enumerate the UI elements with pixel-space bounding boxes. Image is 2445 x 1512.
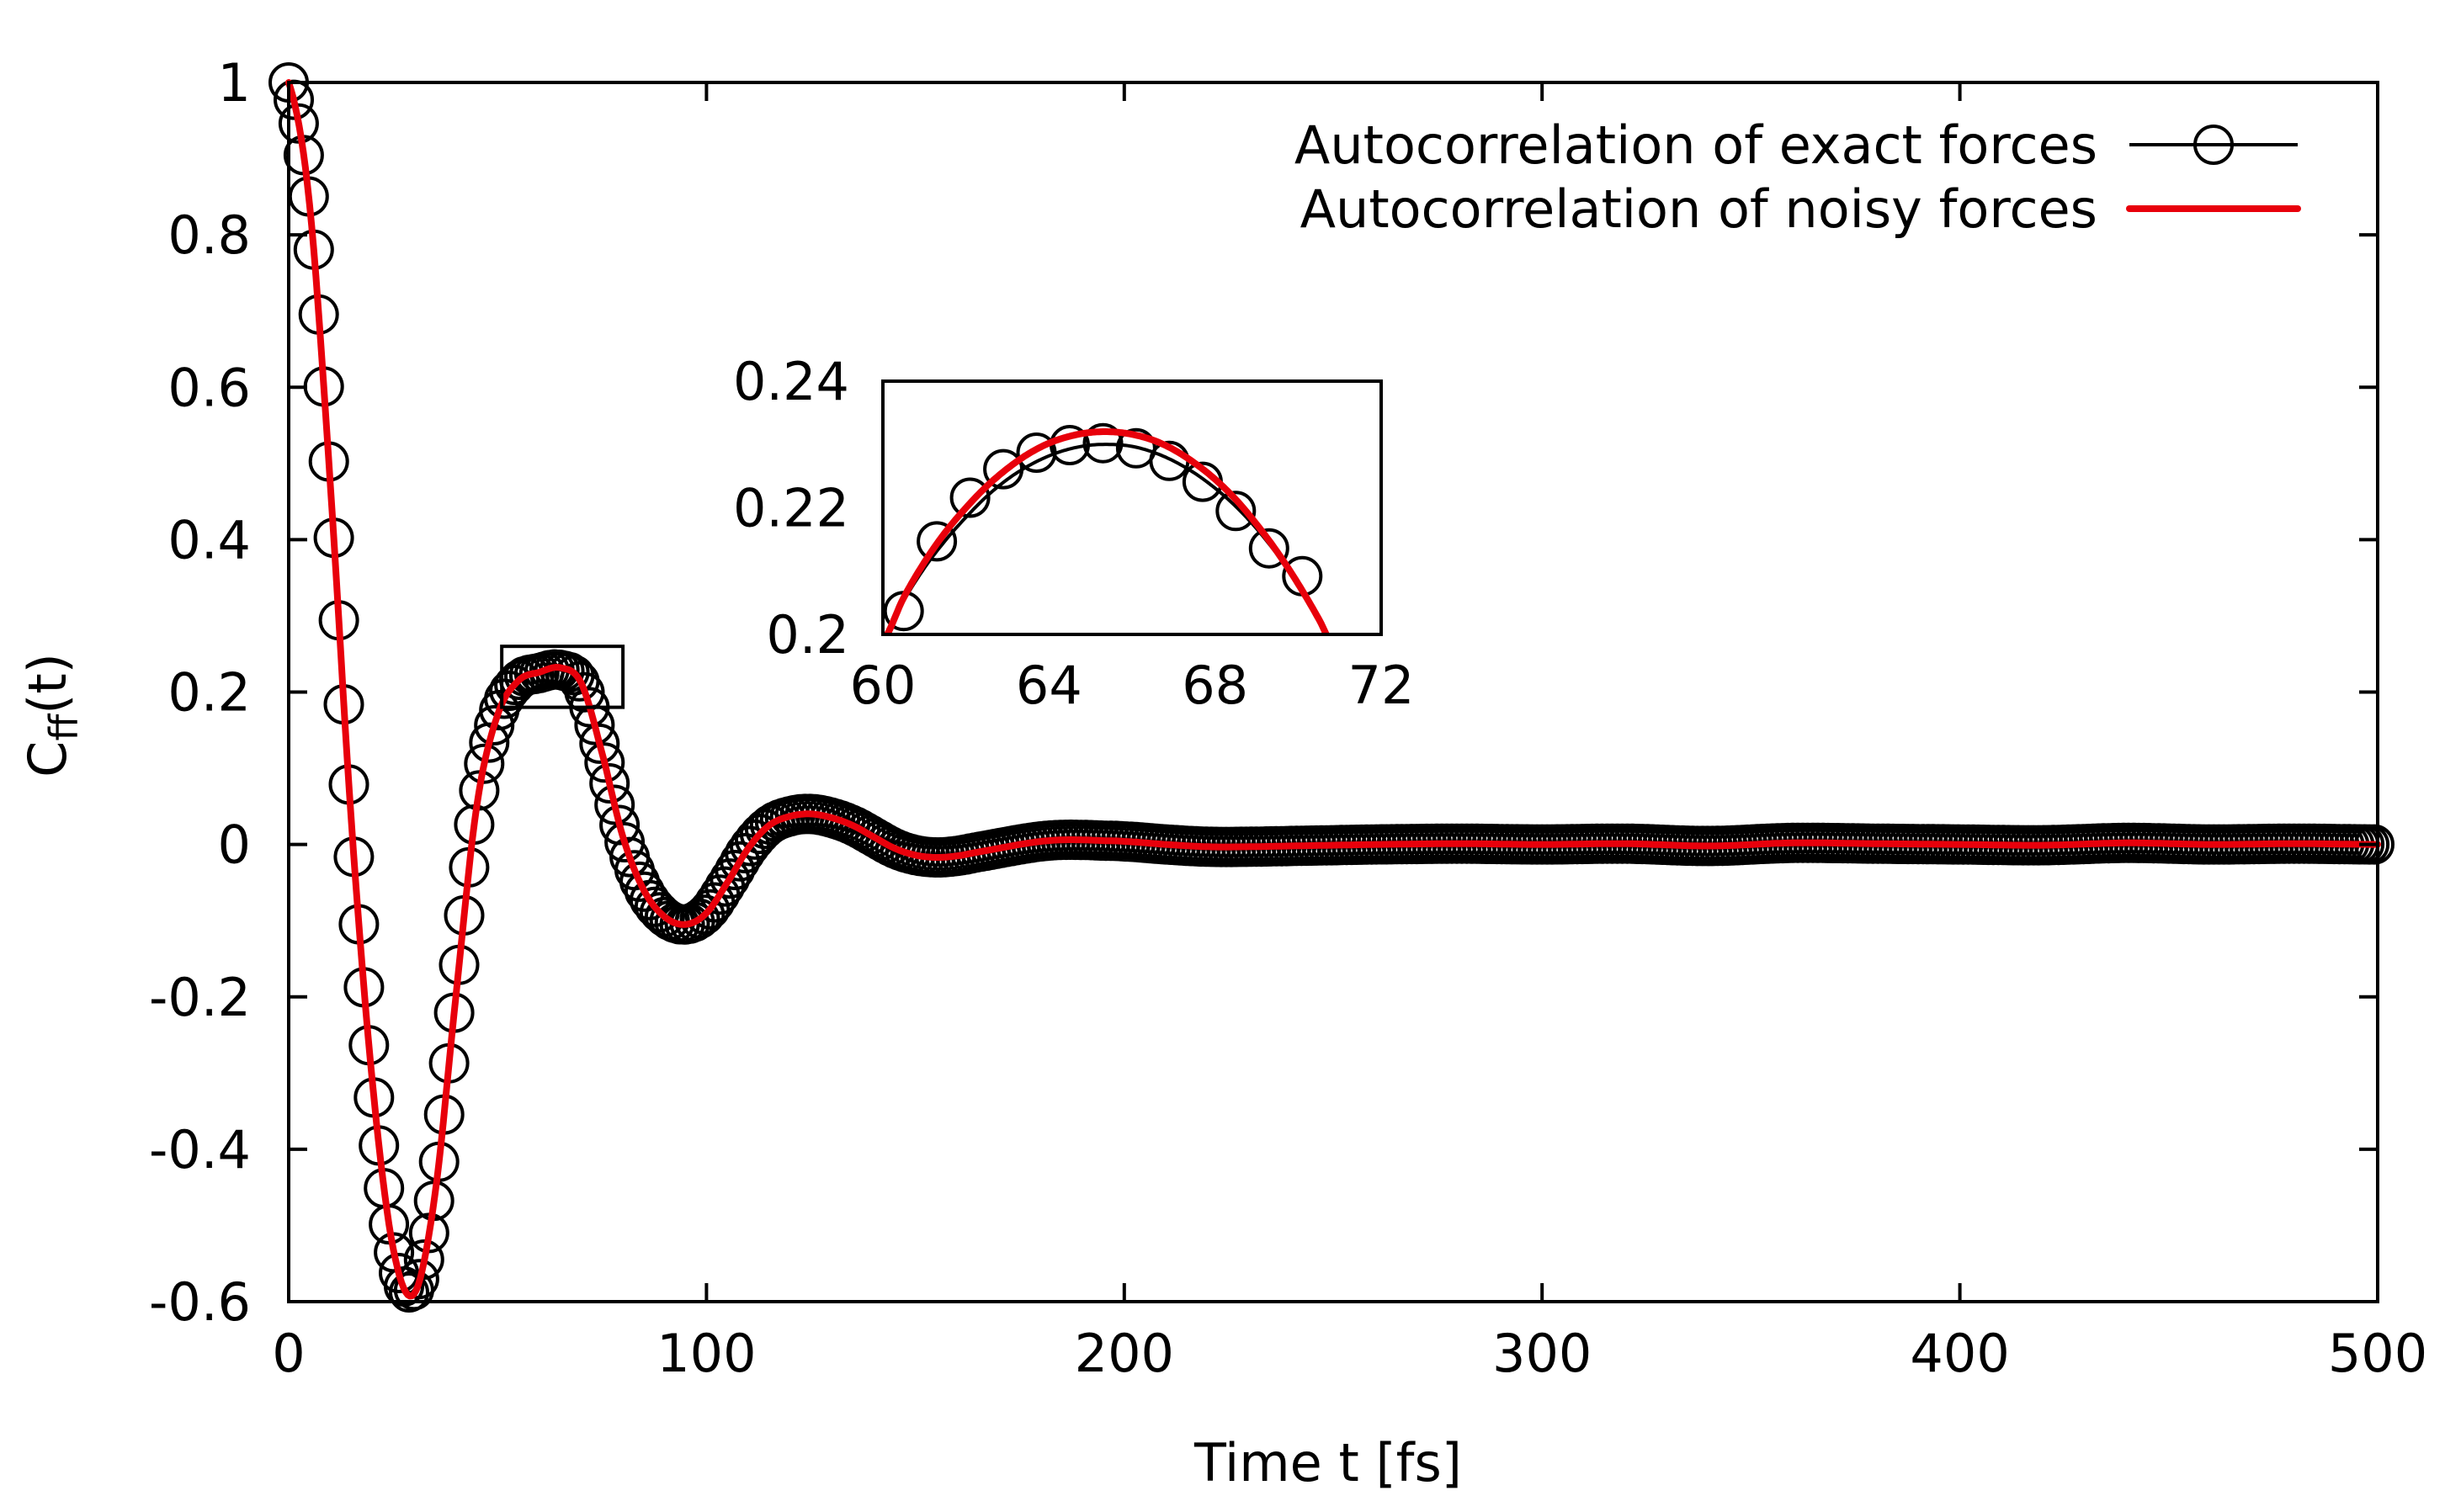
inset-exact-data-point [1248,528,1289,569]
exact-data-point [403,1239,444,1280]
exact-data-point [579,723,620,764]
legend-label-noisy: Autocorrelation of noisy forces [1300,178,2097,240]
legend-swatch-exact-circle [2193,125,2234,165]
inset-y-tick-label: 0.24 [733,351,849,412]
x-tick-label: 0 [272,1323,305,1384]
y-tick-label: -0.6 [149,1271,251,1333]
x-axis-title: Time t [fs] [1193,1432,1462,1493]
y-tick-label: 1 [218,52,251,114]
exact-data-point [589,763,630,804]
y-tick-label: 0.2 [167,662,251,724]
inset-exact-data-point [1215,491,1257,532]
inset-exact-data-point [917,521,958,562]
exact-data-point [549,651,590,692]
inset-exact-data-point [1082,422,1124,464]
inset-x-tick-label: 72 [1348,655,1415,716]
svg-text:Cff(t): Cff(t) [17,653,87,777]
zoom-region-box [500,645,625,709]
y-tick-label: 0.8 [167,204,251,266]
exact-data-point [464,743,505,784]
x-tick-label: 300 [1492,1323,1592,1384]
inset-x-tick-label: 68 [1182,655,1248,716]
inset-y-tick-label: 0.22 [733,478,849,539]
exact-series-markers [268,62,2395,1313]
y-axis-title: Cff(t) [17,653,87,777]
legend: Autocorrelation of exact forces Autocorr… [1294,114,2301,240]
inset-frame [881,379,1383,636]
exact-data-point [679,898,720,939]
main-plot-area: 0 100 200 300 400 500 -0.6 -0.4 -0.2 0 0.2 0.4 0.6 0.… [149,52,2427,1384]
y-tick-label: 0.6 [167,357,251,418]
y-tick-label: -0.4 [149,1119,251,1180]
x-tick-label: 100 [656,1323,756,1384]
x-tick-label: 500 [2328,1323,2427,1384]
inset-y-tick-label: 0.2 [766,604,849,666]
x-tick-label: 200 [1075,1323,1174,1384]
noisy-series-line [285,79,2381,1300]
main-axis-ticks: 0 100 200 300 400 500 -0.6 -0.4 -0.2 0 0.2 0.4 0.6 0.… [149,52,2427,1384]
y-tick-label: -0.2 [149,967,251,1028]
x-tick-label: 400 [1910,1323,2009,1384]
y-axis-title-subscript: ff [41,714,87,741]
inset-axis-ticks: 60 64 68 72 0.2 0.22 0.24 [733,351,1415,716]
inset-exact-data-point [949,477,991,518]
inset-x-tick-label: 60 [850,655,917,716]
inset-x-tick-label: 64 [1016,655,1082,716]
y-tick-label: 0.4 [167,509,251,570]
exact-data-point [474,705,515,745]
y-tick-label: 0 [218,814,251,876]
exact-data-point [684,894,726,936]
legend-label-exact: Autocorrelation of exact forces [1294,114,2097,176]
inset-plot: 60 64 68 72 0.2 0.22 0.24 [733,351,1415,716]
inset-noisy-line [883,428,1331,634]
exact-data-point [584,742,625,783]
exact-data-point [594,784,635,825]
y-axis-title-main: C [17,741,78,777]
exact-data-point [619,861,660,902]
y-axis-title-tail: (t) [17,653,78,714]
